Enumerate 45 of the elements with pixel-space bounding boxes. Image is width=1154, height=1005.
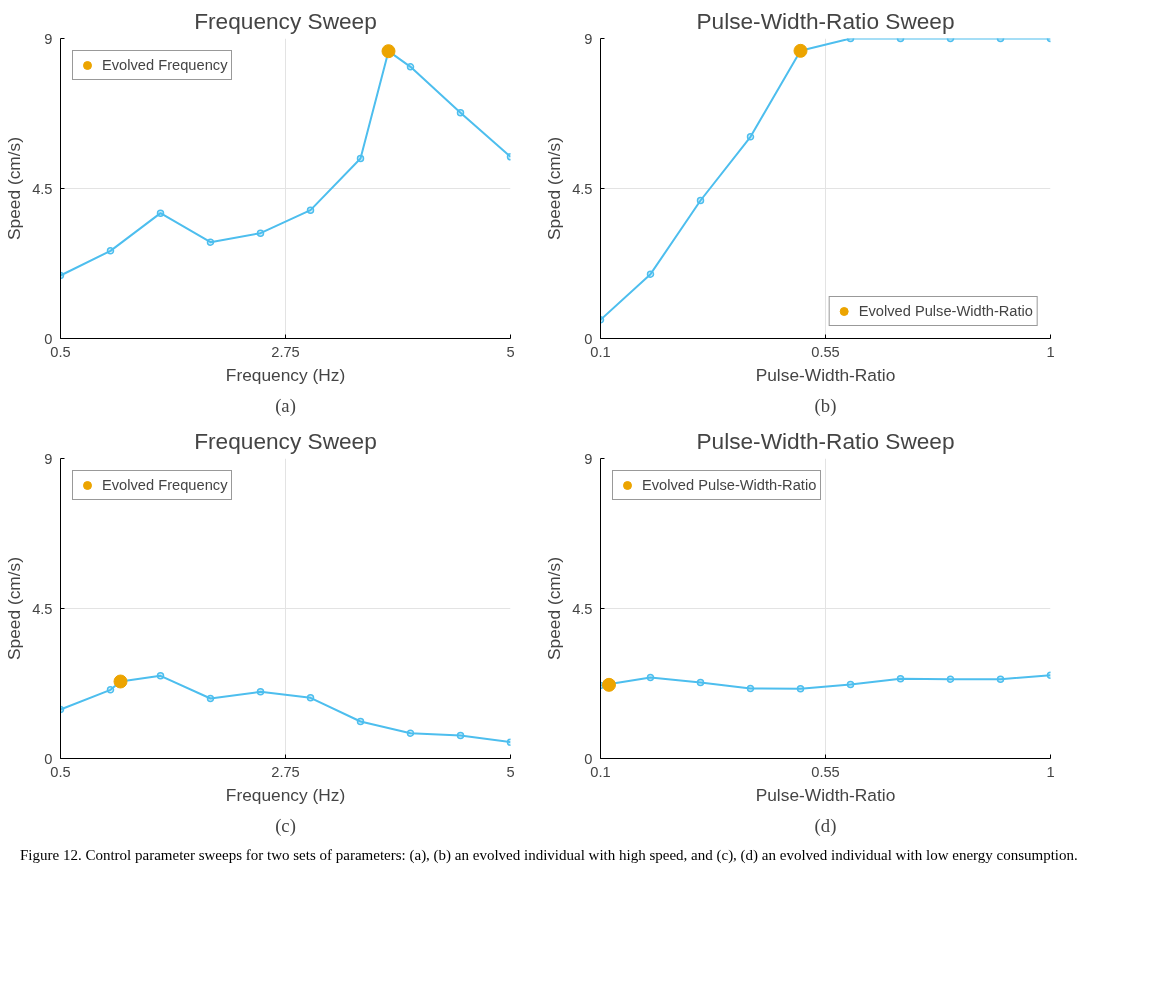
text: (d) — [814, 814, 837, 837]
x-tick-label: 0.55 — [811, 343, 840, 360]
text: (a) — [275, 394, 296, 417]
y-tick-label: 9 — [584, 450, 593, 467]
y-axis-title: Speed (cm/s) — [544, 136, 565, 241]
y-axis-title: Speed (cm/s) — [4, 136, 25, 241]
y-tick-label: 4.5 — [32, 180, 53, 197]
y-tick-label: 0 — [584, 750, 593, 767]
x-axis-title: Pulse-Width-Ratio — [755, 364, 896, 385]
x-axis-title: Pulse-Width-Ratio — [755, 784, 896, 805]
x-tick-label: 5 — [506, 343, 515, 360]
x-tick-label: 0.1 — [590, 343, 611, 360]
legend-label: Evolved Pulse-Width-Ratio — [858, 303, 1033, 319]
y-axis-title: Speed (cm/s) — [544, 556, 565, 661]
y-tick-label: 4.5 — [32, 600, 53, 617]
y-tick-label: 0 — [584, 330, 593, 347]
y-tick-label: 9 — [584, 30, 593, 47]
legend-label: Evolved Frequency — [102, 57, 228, 73]
y-tick-label: 0 — [44, 330, 53, 347]
x-tick-label: 0.55 — [811, 763, 840, 780]
x-tick-label: 1 — [1046, 343, 1055, 360]
y-tick-label: 9 — [44, 30, 53, 47]
legend-label: Evolved Frequency — [102, 477, 228, 493]
x-tick-label: 0.5 — [50, 763, 71, 780]
x-tick-label: 1 — [1046, 763, 1055, 780]
chart-title: Pulse-Width-Ratio Sweep — [696, 7, 955, 34]
x-tick-label: 2.75 — [271, 763, 300, 780]
text: (c) — [275, 814, 296, 837]
legend-label: Evolved Pulse-Width-Ratio — [642, 477, 817, 493]
y-tick-label: 0 — [44, 750, 53, 767]
caption: Figure 12. Control parameter sweeps for two sets of parameters: (a), (b) an evolved individual with high speed, and (c), (d) an evolved individual with low energy consumption. — [20, 846, 1078, 865]
x-axis-title: Frequency (Hz) — [225, 364, 346, 385]
x-tick-label: 0.1 — [590, 763, 611, 780]
text: (b) — [814, 394, 837, 417]
y-tick-label: 4.5 — [572, 180, 593, 197]
x-tick-label: 0.5 — [50, 343, 71, 360]
x-tick-label: 5 — [506, 763, 515, 780]
x-axis-title: Frequency (Hz) — [225, 784, 346, 805]
y-axis-title: Speed (cm/s) — [4, 556, 25, 661]
x-tick-label: 2.75 — [271, 343, 300, 360]
chart-title: Pulse-Width-Ratio Sweep — [696, 427, 955, 454]
chart-title: Frequency Sweep — [194, 7, 377, 34]
y-tick-label: 9 — [44, 450, 53, 467]
chart-title: Frequency Sweep — [194, 427, 377, 454]
y-tick-label: 4.5 — [572, 600, 593, 617]
